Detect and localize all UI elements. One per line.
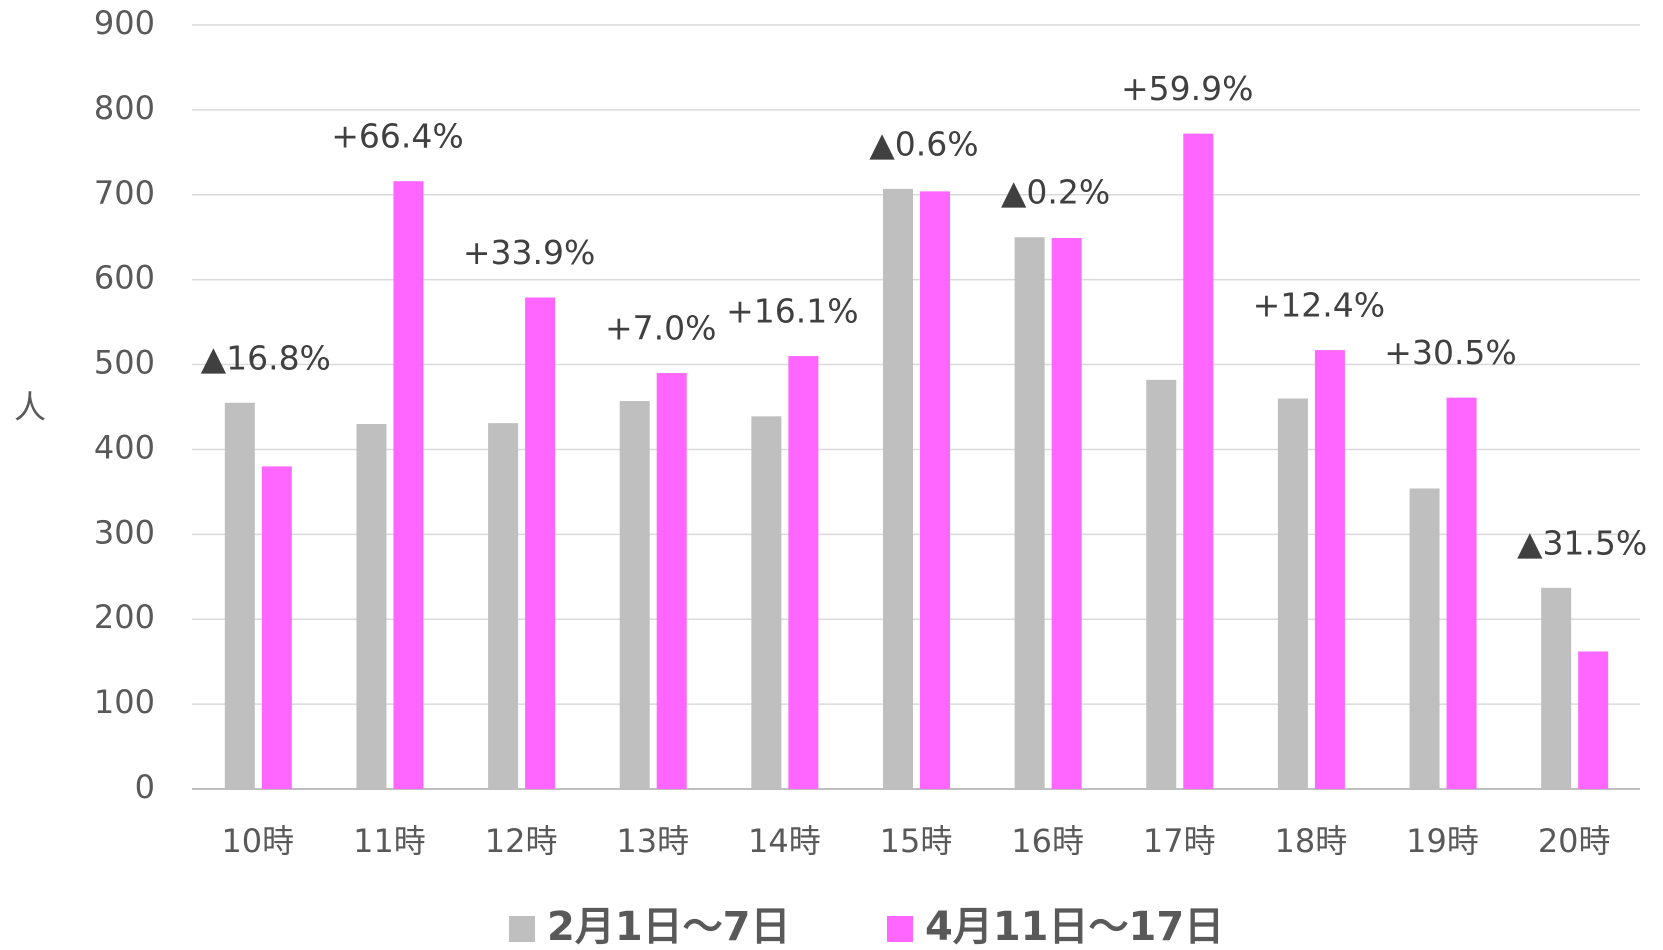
bar bbox=[488, 423, 519, 789]
bar bbox=[1409, 488, 1440, 789]
bar bbox=[1446, 397, 1477, 789]
annotation: +66.4% bbox=[331, 117, 463, 156]
x-tick-label: 13時 bbox=[616, 822, 689, 860]
x-tick-label: 14時 bbox=[748, 822, 821, 860]
bar bbox=[224, 402, 255, 789]
bar bbox=[1051, 238, 1082, 789]
x-tick-label: 11時 bbox=[353, 822, 426, 860]
y-tick-label: 800 bbox=[94, 89, 155, 127]
legend-label: 2月1日～7日 bbox=[547, 904, 791, 950]
annotation: ▲0.6% bbox=[869, 124, 978, 163]
bar bbox=[883, 188, 913, 789]
y-tick-label: 700 bbox=[94, 174, 155, 212]
bar bbox=[788, 356, 819, 789]
annotation: ▲0.2% bbox=[1001, 173, 1110, 212]
bar bbox=[1314, 350, 1345, 789]
y-tick-label: 600 bbox=[94, 259, 155, 297]
bar bbox=[525, 297, 556, 789]
annotation: +59.9% bbox=[1121, 69, 1253, 108]
annotation: +16.1% bbox=[726, 292, 858, 331]
x-tick-label: 15時 bbox=[880, 822, 953, 860]
y-tick-label: 300 bbox=[94, 513, 155, 551]
bar bbox=[619, 401, 650, 789]
bar bbox=[1146, 379, 1177, 789]
y-axis-label: 人 bbox=[14, 388, 46, 426]
x-tick-label: 18時 bbox=[1275, 822, 1348, 860]
bar bbox=[1578, 651, 1609, 789]
y-tick-label: 0 bbox=[135, 768, 155, 806]
y-tick-label: 900 bbox=[94, 4, 155, 42]
x-tick-label: 12時 bbox=[485, 822, 558, 860]
bar bbox=[1541, 587, 1572, 789]
annotation: ▲16.8% bbox=[201, 338, 331, 377]
bar bbox=[656, 373, 687, 789]
bar bbox=[261, 466, 292, 789]
legend-swatch bbox=[887, 916, 913, 942]
bar bbox=[1183, 133, 1214, 789]
bar bbox=[356, 423, 387, 789]
x-tick-label: 17時 bbox=[1143, 822, 1216, 860]
y-tick-label: 500 bbox=[94, 344, 155, 382]
y-tick-label: 400 bbox=[94, 428, 155, 466]
annotation: +7.0% bbox=[605, 309, 717, 348]
bar bbox=[751, 416, 782, 789]
legend-swatch bbox=[509, 916, 535, 942]
annotation: +12.4% bbox=[1253, 286, 1385, 325]
annotation: ▲31.5% bbox=[1517, 523, 1647, 562]
annotation: +33.9% bbox=[463, 233, 595, 272]
bar bbox=[920, 191, 950, 790]
bar bbox=[393, 181, 424, 789]
annotation: +30.5% bbox=[1384, 333, 1516, 372]
legend-label: 4月11日～17日 bbox=[925, 904, 1224, 950]
x-tick-label: 10時 bbox=[221, 822, 294, 860]
y-tick-label: 200 bbox=[94, 598, 155, 636]
x-tick-label: 19時 bbox=[1406, 822, 1479, 860]
x-tick-label: 16時 bbox=[1011, 822, 1084, 860]
x-tick-label: 20時 bbox=[1538, 822, 1611, 860]
bar bbox=[1014, 237, 1045, 789]
bar bbox=[1277, 398, 1308, 789]
y-tick-label: 100 bbox=[94, 683, 155, 721]
